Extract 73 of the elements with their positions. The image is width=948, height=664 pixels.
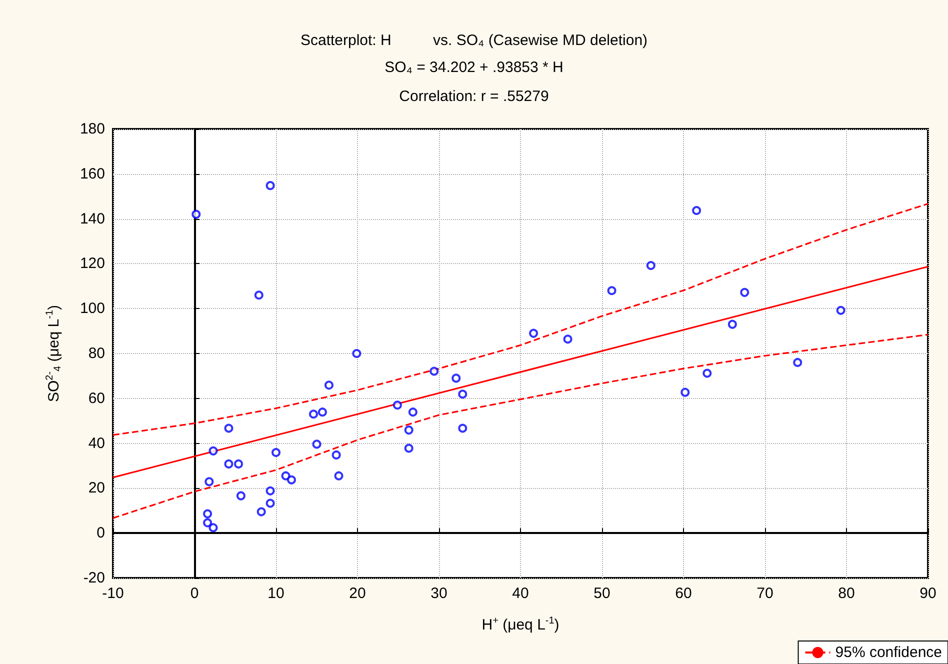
point (702, 368, 712, 378)
point (452, 374, 461, 383)
point (224, 424, 234, 433)
point (740, 288, 750, 297)
y-tick-label: -20 (83, 570, 105, 586)
point (646, 261, 656, 270)
point (332, 450, 341, 460)
point (430, 366, 439, 376)
point (404, 444, 414, 453)
x-tick-label: 90 (920, 585, 936, 602)
y-tick-label: 0 (96, 524, 105, 542)
point (203, 518, 212, 528)
point (192, 210, 201, 219)
x-tick-label: 70 (756, 585, 774, 602)
point (266, 498, 275, 508)
point (281, 471, 290, 480)
point (318, 408, 327, 417)
point (563, 334, 572, 344)
point (286, 475, 296, 484)
point (334, 471, 344, 480)
point (352, 349, 362, 358)
point (204, 477, 214, 486)
y-tick-label: 40 (88, 434, 105, 452)
chart-subtitle: SO₄ = 34.202 + .93853 * H (384, 59, 564, 76)
y-tick-label: 20 (88, 480, 105, 497)
point (256, 507, 266, 516)
point (529, 328, 538, 338)
point (208, 523, 218, 532)
line-series (112, 334, 929, 519)
point (272, 448, 280, 458)
point (836, 306, 846, 315)
point (266, 181, 275, 190)
point (224, 459, 234, 468)
y-tick-label: 160 (80, 165, 105, 182)
x-tick-label: 30 (430, 585, 448, 602)
x-tick-label: 80 (838, 585, 855, 602)
point (203, 509, 212, 518)
point (266, 486, 275, 496)
text: Correlation: r = .55279 (399, 88, 549, 105)
y-tick-label: 140 (80, 210, 105, 228)
point (680, 388, 690, 397)
x-tick-label: 0 (190, 585, 199, 602)
point (308, 410, 318, 419)
chart-title: Scatterplot: H vs. SO₄ (Casewise MD deletion) (300, 32, 648, 49)
y-tick-label: 100 (80, 300, 105, 318)
point (404, 426, 414, 435)
point (408, 408, 418, 417)
y-tick-label: 120 (80, 255, 105, 272)
point (793, 358, 802, 367)
y-tick-label: 80 (88, 345, 105, 362)
x-tick-label: -10 (102, 585, 124, 602)
point (728, 320, 737, 329)
legend-label: 95% confidence (835, 644, 942, 661)
x-tick-label: 10 (268, 585, 284, 602)
x-tick-label: 50 (594, 585, 610, 602)
point (458, 390, 468, 399)
x-tick-label: 40 (512, 585, 529, 602)
point (324, 380, 334, 390)
y-tick-label: 180 (80, 120, 105, 138)
point (392, 400, 402, 410)
x-tick-label: 60 (675, 585, 692, 602)
point (692, 206, 702, 215)
point (254, 290, 264, 300)
point (234, 459, 244, 468)
point (208, 446, 218, 456)
point (312, 440, 322, 449)
y-tick-label: 60 (88, 390, 105, 407)
y-axis-title: SO2-4 (μeq L-1) (44, 304, 64, 402)
line-series (112, 202, 929, 436)
point (607, 286, 616, 296)
x-tick-label: 20 (349, 585, 366, 602)
point (236, 491, 246, 500)
point (458, 424, 468, 433)
